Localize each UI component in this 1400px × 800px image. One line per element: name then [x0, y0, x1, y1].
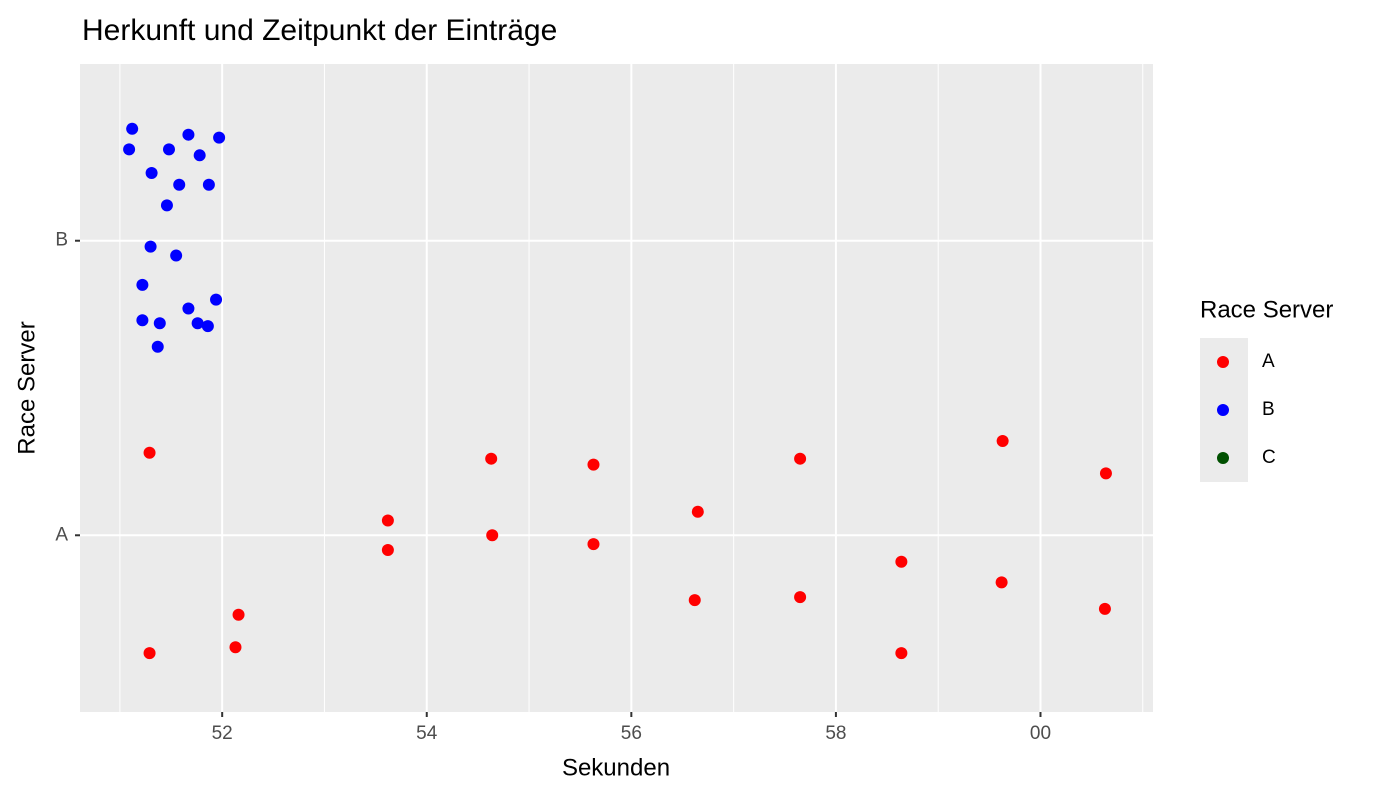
point [182, 128, 195, 141]
x-tick-label: 54 [416, 723, 438, 744]
point [381, 544, 394, 556]
legend-label: A [1262, 351, 1275, 372]
point [486, 529, 499, 542]
point [123, 143, 136, 156]
legend-label: C [1262, 447, 1276, 468]
point [996, 435, 1009, 448]
y-axis-title: Race Server [13, 321, 40, 454]
point [170, 249, 183, 262]
point [381, 514, 394, 527]
x-tick-label: 52 [212, 723, 233, 744]
point [162, 143, 175, 156]
point [143, 647, 156, 660]
point [688, 594, 701, 607]
point [145, 166, 158, 179]
point [691, 505, 704, 518]
point [136, 278, 149, 291]
legend-key [1217, 356, 1229, 368]
point [1098, 602, 1111, 615]
point [232, 608, 245, 621]
point [136, 314, 149, 327]
point [895, 555, 908, 568]
chart-title: Herkunft und Zeitpunkt der Einträge [82, 14, 557, 47]
point [794, 452, 807, 465]
point [210, 293, 223, 306]
point [587, 538, 600, 551]
point [895, 647, 908, 660]
y-tick-label: B [55, 230, 68, 251]
legend-label: B [1262, 399, 1275, 420]
point [151, 340, 164, 353]
y-tick-label: A [55, 524, 68, 545]
legend-key [1217, 452, 1229, 464]
x-tick-label: 58 [825, 723, 846, 744]
point [485, 452, 498, 465]
point [202, 178, 215, 191]
point [126, 122, 139, 135]
point [143, 446, 156, 459]
point [193, 149, 206, 162]
point [213, 131, 226, 144]
x-axis-title: Sekunden [562, 754, 670, 781]
point [587, 458, 600, 471]
point [173, 178, 186, 191]
point [144, 240, 157, 253]
panel [80, 64, 1153, 712]
point [160, 199, 173, 212]
point [191, 317, 204, 330]
point [153, 317, 166, 330]
legend-title: Race Server [1200, 296, 1333, 323]
point [995, 576, 1008, 589]
x-tick-label: 00 [1030, 723, 1051, 744]
point [1099, 467, 1112, 480]
point [182, 302, 195, 315]
point [229, 641, 242, 654]
point [794, 591, 807, 604]
x-tick-label: 56 [621, 723, 642, 744]
legend-key [1217, 404, 1229, 416]
point [201, 320, 214, 333]
